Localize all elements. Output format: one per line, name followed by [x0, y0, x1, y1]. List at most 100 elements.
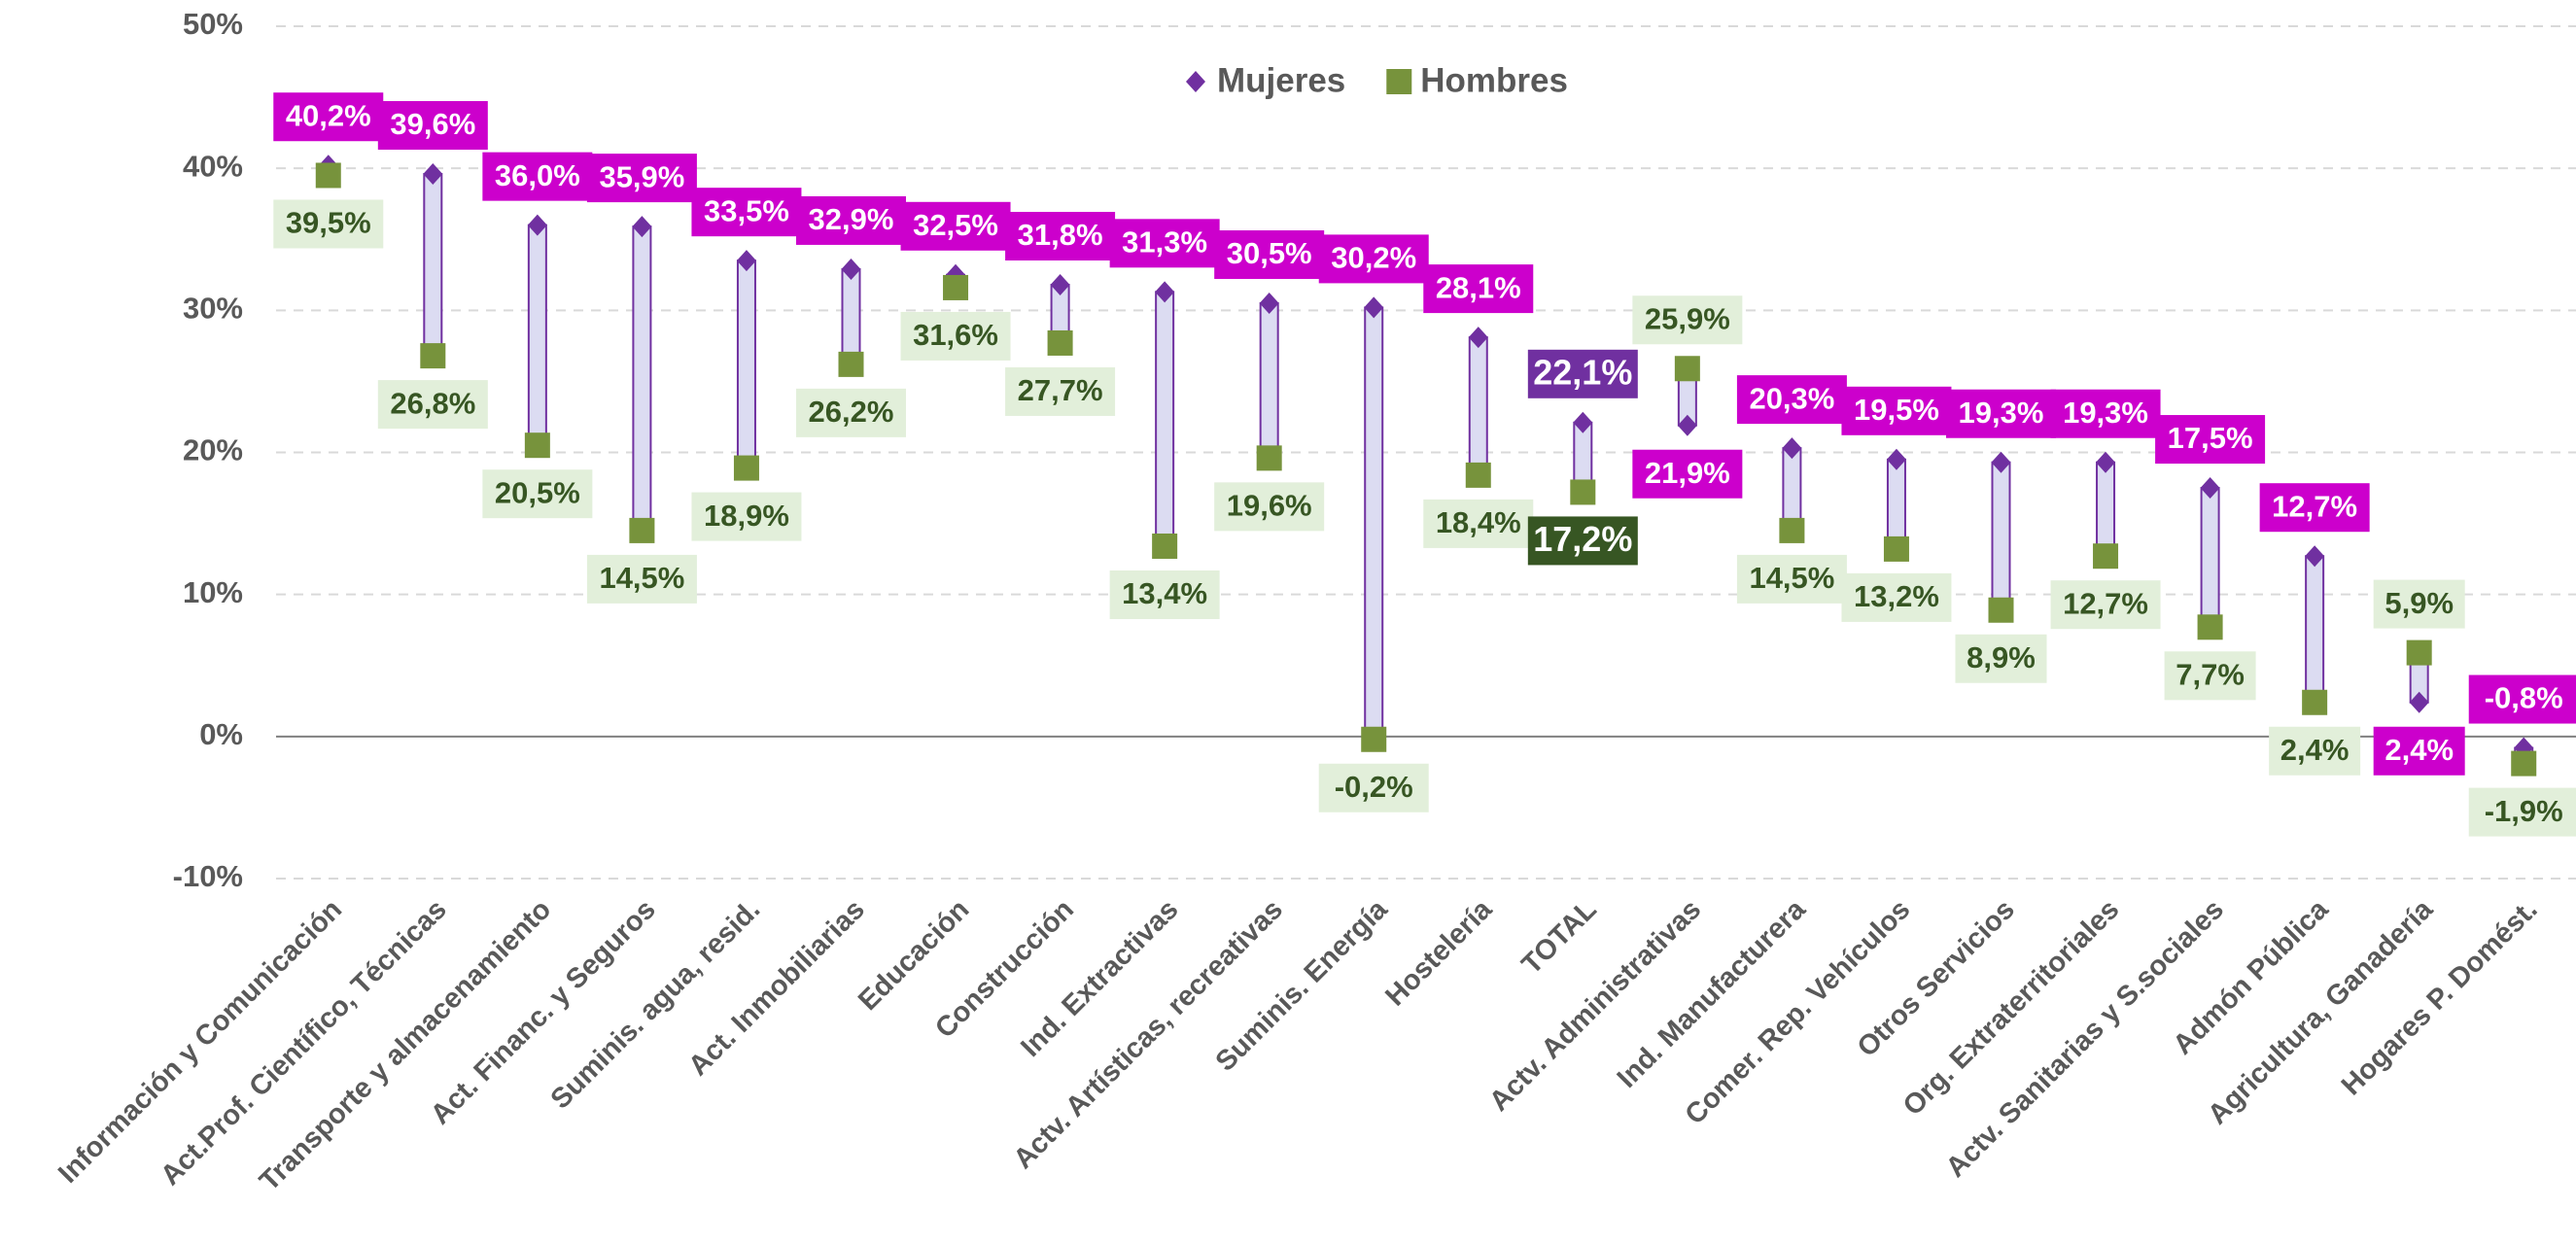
data-label: 19,5% — [1854, 393, 1939, 427]
data-label: 7,7% — [2176, 657, 2245, 691]
marker — [1779, 517, 1805, 543]
y-tick-label: -10% — [173, 859, 243, 893]
data-label: 26,8% — [390, 386, 475, 420]
range-bar — [423, 173, 443, 358]
x-tick-label: Suminis. Energía — [1210, 893, 1395, 1078]
data-label: 20,3% — [1749, 381, 1834, 415]
data-label: 31,6% — [913, 318, 998, 352]
data-label: -1,9% — [2485, 794, 2563, 828]
data-label-box — [2155, 415, 2266, 465]
range-bar — [1886, 458, 1906, 550]
data-label-box — [1527, 516, 1638, 566]
marker — [1570, 479, 1596, 505]
data-label-box — [377, 380, 488, 430]
marker — [1259, 293, 1279, 315]
data-label: 22,1% — [1533, 352, 1632, 392]
data-label: 12,7% — [2272, 489, 2357, 523]
data-label-box — [1946, 389, 2056, 438]
data-label: 21,9% — [1645, 456, 1730, 490]
y-tick-label: 20% — [183, 433, 243, 467]
data-label: 20,5% — [495, 475, 580, 509]
data-label-box — [2050, 389, 2161, 438]
marker — [1465, 462, 1491, 488]
range-bar — [1468, 336, 1488, 476]
data-label: 39,5% — [286, 206, 371, 240]
data-label: 31,8% — [1018, 218, 1103, 252]
data-label-box — [2373, 579, 2465, 629]
data-label-box — [1736, 554, 1847, 604]
legend-label: Hombres — [1420, 61, 1568, 99]
data-label: 35,9% — [599, 159, 684, 193]
data-label: 5,9% — [2385, 586, 2454, 620]
marker — [1674, 356, 1700, 382]
data-label-box — [691, 492, 802, 541]
data-label: 2,4% — [2385, 733, 2454, 767]
legend-marker — [1386, 69, 1412, 94]
data-label-box — [482, 152, 593, 201]
marker — [2409, 691, 2429, 713]
marker — [1991, 451, 2011, 473]
data-label-box — [2164, 651, 2256, 701]
data-label: 13,2% — [1854, 579, 1939, 613]
data-label-box — [1423, 499, 1534, 548]
data-label: -0,8% — [2485, 681, 2563, 715]
range-bar — [2096, 461, 2116, 558]
data-label: 17,5% — [2168, 421, 2253, 455]
data-label-box — [1214, 230, 1325, 280]
data-label-box — [1527, 349, 1638, 398]
data-label: 18,9% — [704, 499, 789, 533]
x-tick-label: Hogares P. Domést. — [2336, 894, 2544, 1102]
marker — [1883, 536, 1909, 562]
data-label: 19,6% — [1227, 489, 1312, 523]
marker — [2096, 451, 2116, 473]
data-label: 32,5% — [913, 208, 998, 242]
data-label: 26,2% — [809, 395, 894, 429]
data-label: 30,5% — [1227, 236, 1312, 270]
y-tick-label: 0% — [199, 717, 243, 751]
data-label-box — [586, 554, 697, 604]
marker — [1886, 448, 1906, 470]
x-tick-label: Suminis. agua, resid. — [545, 894, 767, 1116]
data-label-box — [1841, 386, 1952, 435]
range-bar — [2200, 487, 2220, 629]
data-label-box — [1841, 572, 1952, 622]
marker — [2093, 543, 2119, 570]
data-label: 32,9% — [809, 202, 894, 236]
data-label: 2,4% — [2280, 733, 2350, 767]
data-label: 30,2% — [1331, 241, 1416, 275]
marker — [1364, 296, 1384, 319]
data-label: 19,3% — [1959, 396, 2044, 430]
marker — [315, 162, 341, 189]
data-label: 12,7% — [2063, 586, 2148, 620]
data-label-box — [377, 101, 488, 151]
data-label-box — [1423, 264, 1534, 314]
data-label: -0,2% — [1335, 770, 1413, 804]
marker — [1256, 445, 1282, 471]
marker — [632, 216, 652, 238]
data-label: 19,3% — [2063, 396, 2148, 430]
data-label: 27,7% — [1018, 373, 1103, 407]
data-label-box — [273, 199, 384, 249]
y-tick-label: 30% — [183, 292, 243, 326]
marker — [423, 163, 443, 186]
marker — [1050, 274, 1070, 296]
data-label-box — [1005, 366, 1116, 416]
marker — [733, 455, 759, 481]
data-label: 36,0% — [495, 158, 580, 192]
marker — [2406, 639, 2432, 666]
range-bar — [1364, 306, 1384, 741]
marker — [736, 250, 756, 272]
y-tick-label: 50% — [183, 7, 243, 41]
marker — [1361, 726, 1387, 752]
data-label: 13,4% — [1122, 576, 1207, 610]
data-label: 40,2% — [286, 98, 371, 132]
x-tick-label: Act. Inmobiliarias — [682, 894, 871, 1083]
data-label-box — [691, 188, 802, 237]
data-label-box — [1109, 219, 1220, 268]
marker — [2200, 477, 2220, 500]
y-tick-label: 10% — [183, 575, 243, 609]
data-label-box — [1955, 634, 2047, 683]
marker — [1468, 327, 1488, 349]
